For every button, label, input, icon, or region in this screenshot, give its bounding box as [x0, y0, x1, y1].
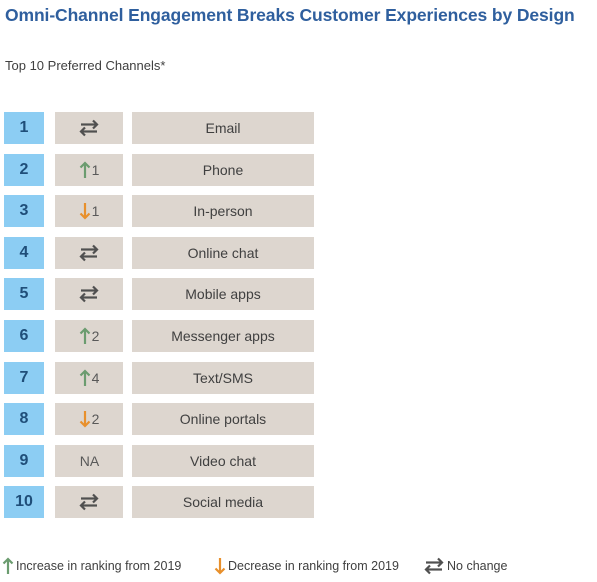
rank-change-amount: 2: [91, 328, 100, 344]
rank-change-amount: 2: [91, 411, 100, 428]
channel-name: In-person: [132, 195, 314, 228]
rank-number: 1: [4, 112, 44, 144]
channel-name: Text/SMS: [132, 361, 314, 394]
legend-no-change: No change: [423, 556, 507, 576]
legend-increase: Increase in ranking from 2019: [2, 556, 181, 576]
rank-change-amount: 4: [91, 369, 100, 386]
table-row: 3 1 In-person: [4, 195, 314, 228]
channel-name: Online portals: [132, 403, 314, 436]
channel-name: Mobile apps: [132, 278, 314, 311]
channel-name: Email: [132, 112, 314, 144]
swap-arrows-icon: [79, 494, 99, 511]
arrow-down-icon: [214, 558, 226, 575]
table-row: 7 4 Text/SMS: [4, 361, 314, 394]
table-row: 10 Social media: [4, 486, 314, 519]
channel-name: Messenger apps: [132, 320, 314, 352]
arrow-down-icon: [79, 203, 90, 220]
swap-arrows-icon: [424, 557, 444, 575]
arrow-up-icon: [79, 161, 90, 178]
rank-change: 1: [55, 195, 123, 228]
arrow-down-icon: [79, 411, 90, 428]
table-row: 5 Mobile apps: [4, 278, 314, 311]
rank-number: 9: [4, 444, 44, 477]
rank-change-amount: 1: [91, 203, 100, 220]
rank-number: 2: [4, 153, 44, 186]
rank-change: 2: [55, 320, 123, 352]
rank-change: 4: [55, 361, 123, 394]
channel-name: Phone: [132, 153, 314, 186]
rank-change: [55, 486, 123, 519]
table-row: 9 NA Video chat: [4, 444, 314, 477]
legend-decrease: Decrease in ranking from 2019: [214, 556, 399, 576]
rank-number: 7: [4, 361, 44, 394]
table-row: 2 1 Phone: [4, 153, 314, 186]
table-row: 6 2 Messenger apps: [4, 320, 314, 352]
rank-change-amount: 1: [91, 161, 100, 178]
rank-change: 1: [55, 153, 123, 186]
rank-change: [55, 236, 123, 269]
rank-number: 4: [4, 236, 44, 269]
swap-arrows-icon: [79, 119, 99, 137]
channel-name: Online chat: [132, 236, 314, 269]
rank-change: 2: [55, 403, 123, 436]
legend-decrease-label: Decrease in ranking from 2019: [228, 559, 399, 573]
table-row: 1 Email: [4, 112, 314, 144]
arrow-up-icon: [79, 327, 90, 344]
legend: Increase in ranking from 2019 Decrease i…: [2, 556, 597, 578]
rank-number: 5: [4, 278, 44, 311]
rank-number: 10: [4, 486, 44, 519]
swap-arrows-icon: [79, 286, 99, 303]
swap-arrows-icon: [79, 244, 99, 262]
legend-no-change-label: No change: [447, 559, 508, 573]
arrow-up-icon: [79, 369, 90, 386]
arrow-up-icon: [2, 557, 14, 574]
rank-change: [55, 112, 123, 144]
channel-name: Social media: [132, 486, 314, 519]
rank-number: 3: [4, 195, 44, 228]
rank-number: 8: [4, 403, 44, 436]
chart-title: Omni-Channel Engagement Breaks Customer …: [5, 5, 575, 25]
rank-number: 6: [4, 320, 44, 352]
rank-change: [55, 278, 123, 311]
chart-subtitle: Top 10 Preferred Channels*: [5, 58, 166, 73]
table-row: 8 2 Online portals: [4, 403, 314, 436]
table-row: 4 Online chat: [4, 236, 314, 269]
legend-increase-label: Increase in ranking from 2019: [16, 559, 182, 573]
rank-change: NA: [55, 444, 123, 477]
rank-change-amount: NA: [79, 452, 100, 469]
channel-name: Video chat: [132, 444, 314, 477]
